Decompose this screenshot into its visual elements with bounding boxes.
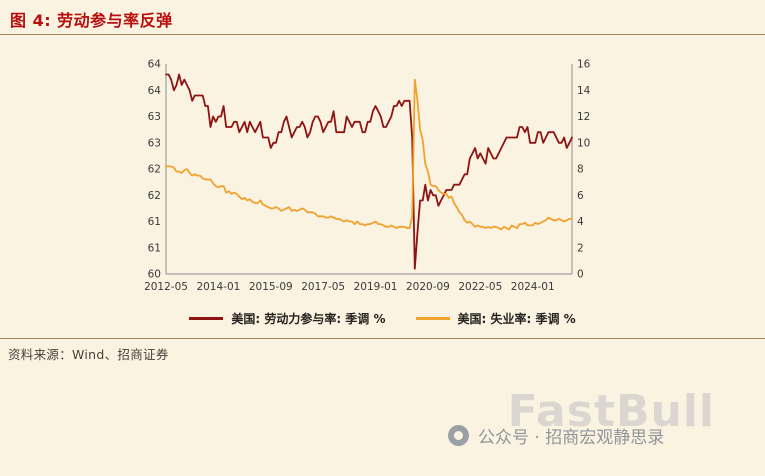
- left-axis-tick-label: 63: [148, 111, 161, 123]
- publication-name: 公众号 · 招商宏观静思录: [478, 428, 665, 448]
- right-axis-tick-label: 4: [577, 216, 584, 228]
- x-axis-tick-label: 2024-01: [511, 281, 555, 293]
- x-axis-tick-label: 2019-01: [354, 281, 398, 293]
- x-axis-tick-label: 2015-09: [249, 281, 293, 293]
- legend-item-unemployment: 美国: 失业率: 季调 %: [415, 310, 576, 327]
- x-axis-tick-label: 2022-05: [458, 281, 502, 293]
- x-axis-tick-label: 2017-05: [301, 281, 345, 293]
- source-divider: [0, 338, 765, 339]
- right-axis-tick-label: 2: [577, 242, 584, 254]
- chart-area: 64 64 63 63 62 62 61 61 60 16 14 12 10 8 6 4 2 0 2012-05 20…: [134, 54, 614, 306]
- series-line-1: [165, 78, 573, 231]
- publication-footer: 公众号 · 招商宏观静思录: [448, 423, 664, 448]
- legend-label-participation: 美国: 劳动力参与率: 季调 %: [231, 312, 386, 326]
- left-axis-tick-label: 61: [148, 216, 161, 228]
- right-axis-tick-label: 12: [577, 111, 590, 123]
- left-axis-tick-label: 60: [148, 269, 161, 281]
- right-axis-tick-label: 16: [577, 59, 591, 71]
- publication-logo-core: [454, 431, 463, 440]
- legend-item-participation: 美国: 劳动力参与率: 季调 %: [189, 310, 386, 327]
- x-axis-tick-label: 2014-01: [196, 281, 240, 293]
- publication-logo-icon: [448, 425, 469, 446]
- left-axis-tick-label: 64: [148, 59, 162, 71]
- title-divider: [0, 34, 765, 35]
- source-note: 资料来源：Wind、招商证券: [8, 347, 169, 362]
- right-axis-tick-label: 6: [577, 190, 584, 202]
- fastbull-watermark: FastBull: [507, 386, 715, 437]
- right-axis-tick-label: 0: [577, 269, 584, 281]
- left-axis-tick-label: 61: [148, 242, 161, 254]
- chart-legend: 美国: 劳动力参与率: 季调 % 美国: 失业率: 季调 %: [0, 310, 765, 327]
- right-axis-tick-label: 10: [577, 137, 590, 149]
- right-axis-tick-label: 8: [577, 164, 584, 176]
- left-axis-tick-label: 62: [148, 164, 161, 176]
- left-axis-tick-label: 64: [148, 85, 162, 97]
- right-axis-tick-label: 14: [577, 85, 591, 97]
- participation-line-swatch: [189, 317, 224, 320]
- x-axis-tick-label: 2012-05: [144, 281, 188, 293]
- left-axis-tick-label: 62: [148, 190, 161, 202]
- figure-title: 图 4: 劳动参与率反弹: [10, 11, 173, 30]
- legend-label-unemployment: 美国: 失业率: 季调 %: [457, 312, 576, 326]
- unemployment-line-swatch: [415, 317, 450, 320]
- x-axis-tick-label: 2020-09: [406, 281, 450, 293]
- series-line-0: [165, 73, 573, 270]
- left-axis-tick-label: 63: [148, 137, 161, 149]
